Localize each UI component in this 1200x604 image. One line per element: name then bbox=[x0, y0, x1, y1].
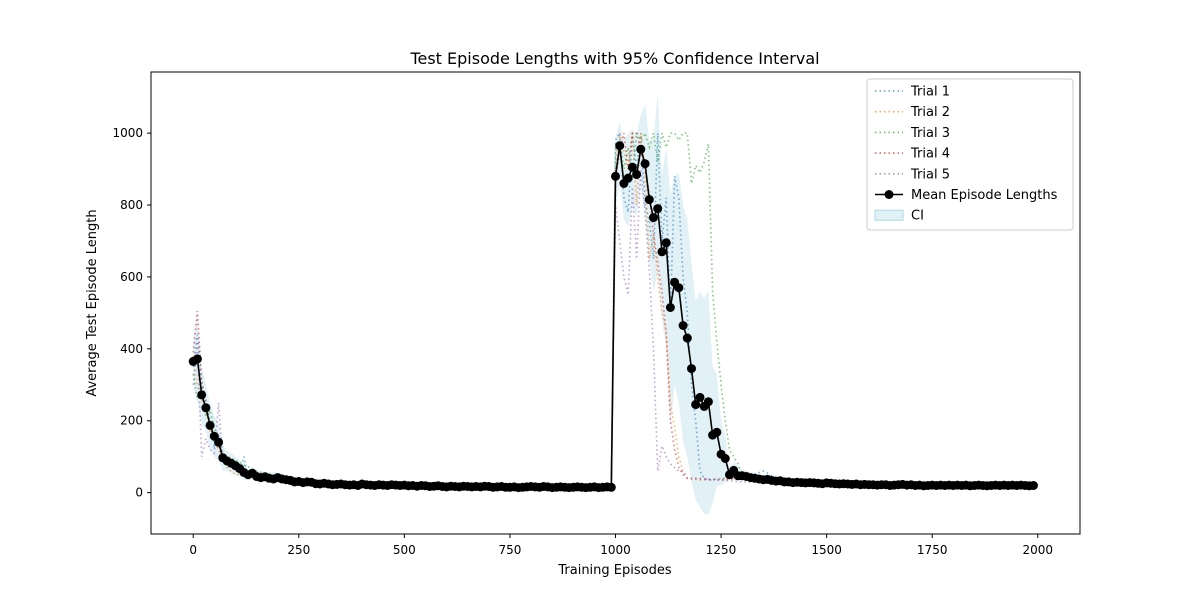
mean-point bbox=[623, 173, 633, 183]
x-tick-label: 0 bbox=[189, 543, 197, 557]
legend-box bbox=[866, 78, 1074, 231]
legend-label: Trial 3 bbox=[910, 126, 950, 141]
mean-point bbox=[192, 354, 202, 364]
y-tick-label: 200 bbox=[120, 414, 143, 428]
mean-point bbox=[691, 400, 701, 410]
legend-label: Trial 1 bbox=[910, 85, 950, 100]
mean-point bbox=[197, 390, 207, 400]
x-tick-label: 500 bbox=[393, 543, 416, 557]
y-tick-label: 600 bbox=[120, 270, 143, 284]
legend-label: CI bbox=[911, 209, 924, 224]
mean-point bbox=[665, 303, 675, 312]
mean-point bbox=[214, 437, 224, 447]
x-tick-label: 2000 bbox=[1022, 543, 1053, 557]
y-tick-label: 400 bbox=[120, 342, 143, 356]
x-axis-label: Training Episodes bbox=[557, 563, 671, 578]
mean-point bbox=[657, 247, 667, 257]
mean-point bbox=[615, 141, 625, 151]
x-tick-label: 250 bbox=[287, 543, 310, 557]
legend-label: Trial 5 bbox=[910, 167, 950, 182]
y-tick-label: 1000 bbox=[112, 126, 143, 140]
x-axis: 0 250 500 750 1000 1250 1500 1750 2000 bbox=[189, 534, 1053, 557]
legend-label: Trial 4 bbox=[910, 147, 950, 162]
mean-point bbox=[636, 144, 646, 154]
mean-point bbox=[653, 204, 663, 214]
mean-point bbox=[682, 333, 692, 343]
legend-label: Mean Episode Lengths bbox=[911, 188, 1058, 203]
y-tick-label: 800 bbox=[120, 198, 143, 212]
x-tick-label: 1750 bbox=[917, 543, 948, 557]
mean-point bbox=[687, 364, 696, 374]
mean-point bbox=[611, 171, 620, 181]
x-tick-label: 1000 bbox=[600, 543, 631, 557]
plot-area bbox=[188, 93, 1038, 515]
mean-point bbox=[640, 159, 650, 169]
x-tick-label: 1250 bbox=[706, 543, 737, 557]
mean-point bbox=[205, 420, 215, 430]
trial-1-line bbox=[192, 130, 1034, 489]
legend: Trial 1 Trial 2 Trial 3 Trial 4 Trial 5 Mean … bbox=[866, 78, 1074, 231]
trial-2-line bbox=[192, 132, 1034, 489]
mean-point bbox=[632, 170, 642, 179]
mean-point bbox=[649, 213, 658, 223]
mean-point bbox=[1029, 481, 1038, 490]
mean-point bbox=[606, 482, 616, 492]
mean-point bbox=[695, 392, 705, 402]
mean-point bbox=[201, 403, 211, 413]
mean-point bbox=[674, 283, 684, 293]
mean-point bbox=[661, 238, 671, 248]
mean-point bbox=[678, 321, 688, 330]
x-tick-label: 1500 bbox=[811, 543, 842, 557]
mean-point bbox=[720, 454, 730, 463]
x-tick-label: 750 bbox=[498, 543, 521, 557]
y-axis-label: Average Test Episode Length bbox=[85, 209, 100, 396]
trial-4-line bbox=[192, 132, 1034, 489]
y-tick-label: 0 bbox=[135, 486, 143, 500]
legend-label: Trial 2 bbox=[910, 105, 950, 120]
y-axis: 0 200 400 600 800 1000 bbox=[112, 126, 151, 500]
mean-point bbox=[703, 397, 713, 407]
legend-swatch bbox=[874, 209, 904, 221]
series-group bbox=[188, 93, 1038, 515]
chart-title: Test Episode Lengths with 95% Confidence… bbox=[409, 49, 819, 68]
mean-point bbox=[644, 195, 654, 205]
legend-marker bbox=[884, 190, 894, 199]
mean-point bbox=[712, 427, 722, 437]
mean-point bbox=[627, 162, 637, 172]
